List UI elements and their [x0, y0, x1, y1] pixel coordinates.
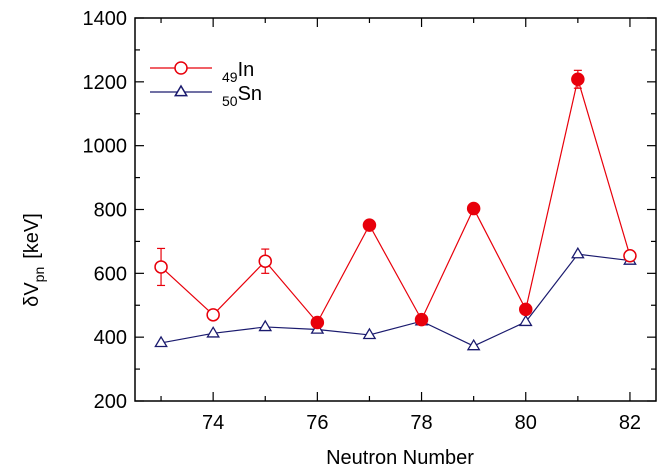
data-point-in [206, 308, 220, 322]
series-line-in [160, 76, 631, 324]
data-point-in [571, 72, 585, 87]
x-tick-label: 74 [202, 412, 224, 434]
y-tick-label: 600 [94, 263, 127, 285]
data-point-sn [258, 319, 273, 332]
data-point-in [623, 249, 637, 263]
data-point-in [519, 302, 533, 317]
x-tick-label: 76 [306, 412, 328, 434]
data-point-in [362, 218, 377, 232]
data-point-in [466, 201, 481, 216]
y-axis-label-unit: [keV] [21, 213, 43, 259]
data-point-sn [362, 327, 377, 340]
legend: 49In 50Sn [150, 59, 262, 109]
data-point-in [414, 312, 429, 327]
y-tick-label: 400 [94, 327, 127, 349]
y-tick-label: 800 [94, 200, 127, 222]
legend-label-in: 49In [222, 59, 254, 85]
x-tick-label: 80 [515, 412, 537, 434]
plot-frame [134, 17, 657, 402]
data-point-sn [518, 314, 533, 327]
legend-label-sn: 50Sn [222, 83, 262, 109]
data-point-sn [154, 335, 168, 348]
y-axis-label: δVpn [keV] [21, 213, 47, 307]
x-tick-label: 82 [619, 412, 641, 434]
data-point-in [154, 260, 168, 274]
series-layer [154, 69, 637, 351]
legend-entry-in: 49In [150, 59, 254, 85]
y-axis-label-main: δV [21, 282, 43, 307]
legend-entry-sn: 50Sn [150, 83, 262, 109]
y-tick-label: 200 [94, 391, 127, 413]
data-point-in [310, 315, 325, 330]
y-tick-label: 1000 [83, 136, 128, 158]
data-point-in [258, 254, 272, 268]
tick-labels: 74 76 78 80 82 200 400 600 800 1000 1200 1400 [83, 8, 642, 434]
y-axis-label-sub: pn [31, 267, 47, 283]
x-tick-label: 78 [410, 412, 432, 434]
series-line-sn [160, 253, 631, 347]
y-tick-label: 1400 [83, 8, 128, 30]
data-point-sn [571, 246, 585, 259]
y-tick-label: 1200 [83, 72, 128, 94]
data-point-sn [206, 326, 220, 338]
data-point-sn [466, 338, 481, 351]
x-axis-label: Neutron Number [326, 447, 474, 469]
